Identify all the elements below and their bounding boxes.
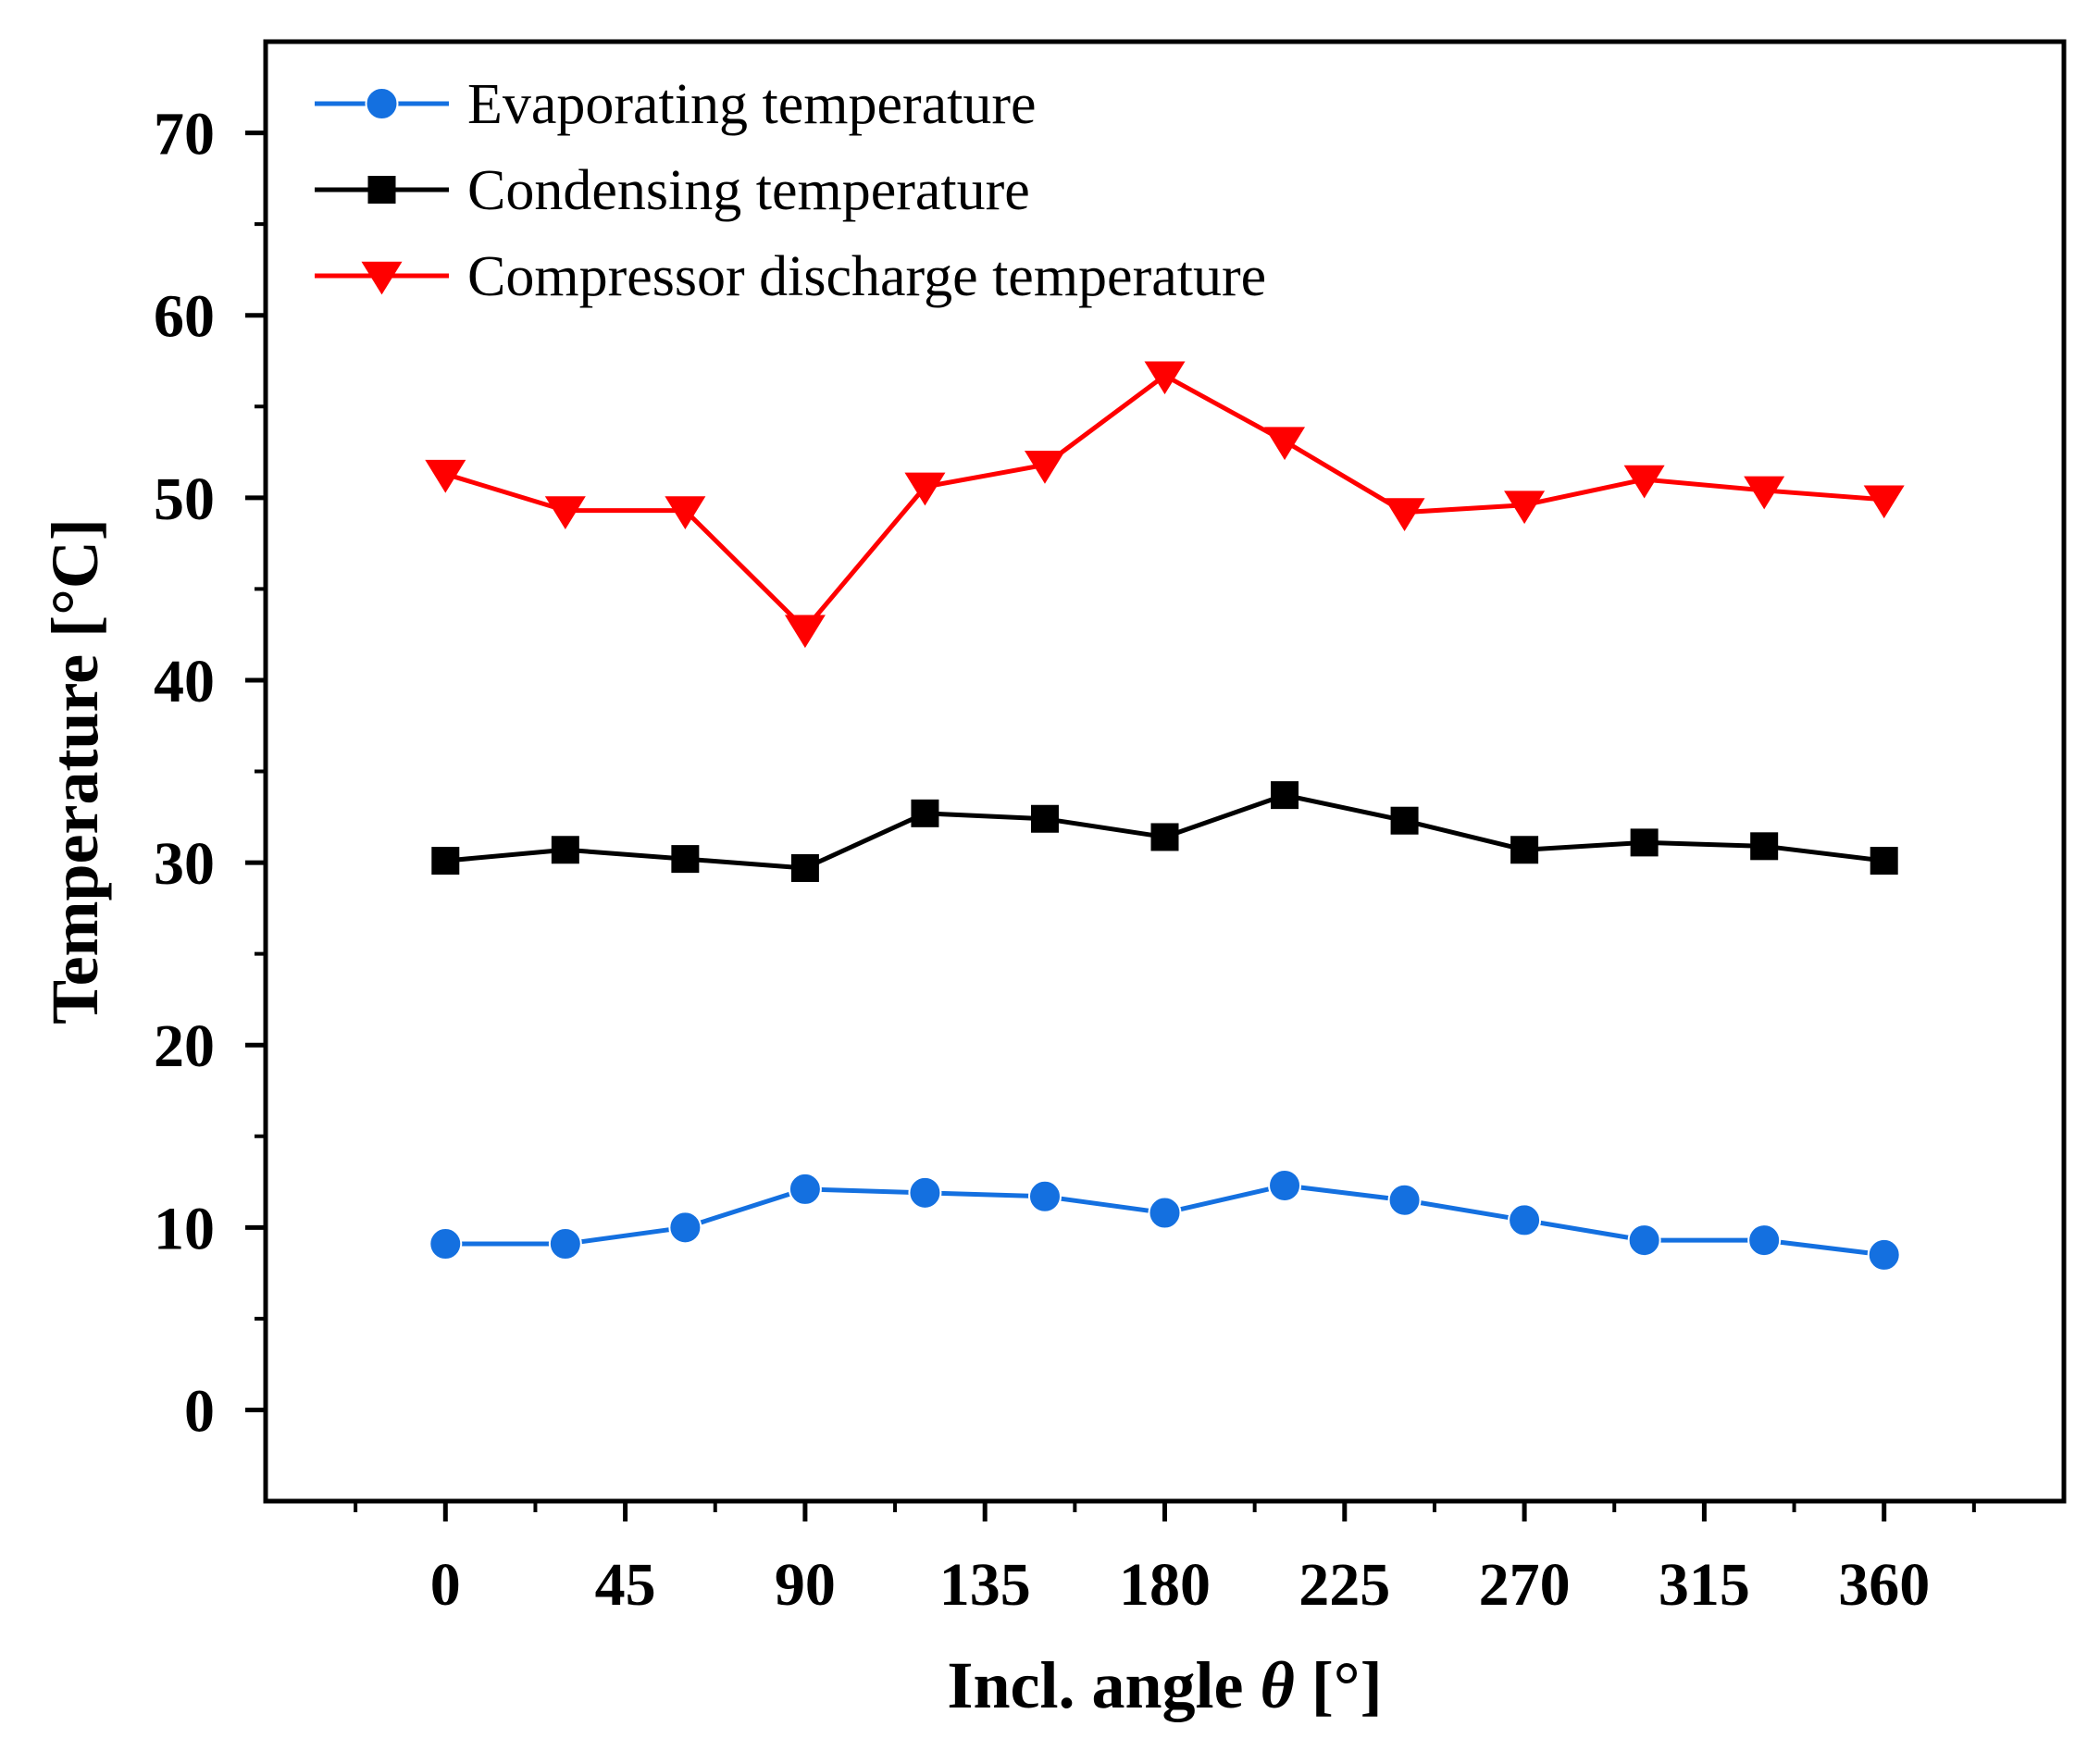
data-point — [908, 1175, 942, 1210]
data-point — [1150, 823, 1179, 851]
y-tick-label: 0 — [184, 1377, 215, 1445]
data-point — [551, 836, 579, 864]
data-point — [1630, 828, 1659, 857]
x-axis-title-symbol: θ — [1260, 1648, 1294, 1722]
data-point — [1264, 427, 1306, 461]
y-tick-label: 40 — [154, 648, 215, 715]
data-point — [1747, 1223, 1782, 1258]
x-tick-label: 315 — [1659, 1551, 1750, 1619]
y-axis-title: Temperature [°C] — [38, 518, 112, 1025]
x-tick-label: 135 — [939, 1551, 1031, 1619]
data-point — [784, 615, 826, 649]
data-point — [904, 472, 946, 506]
legend-label: Condensing temperature — [467, 159, 1030, 222]
data-point — [1627, 1223, 1661, 1258]
x-tick-label: 90 — [775, 1551, 836, 1619]
y-tick-label: 50 — [154, 466, 215, 533]
legend-marker — [367, 176, 396, 204]
data-point — [1623, 465, 1665, 499]
data-point — [1508, 1203, 1542, 1237]
x-tick-label: 225 — [1299, 1551, 1390, 1619]
data-point — [544, 496, 586, 530]
data-point — [431, 847, 460, 876]
data-point — [1510, 836, 1539, 864]
series-line — [444, 373, 1884, 632]
data-point — [1387, 1183, 1422, 1217]
data-point — [1744, 476, 1785, 510]
x-axis: 0 45 90 135 180 225 270 315 360 — [354, 1501, 1976, 1619]
x-tick-label: 270 — [1479, 1551, 1571, 1619]
data-point — [665, 496, 706, 530]
data-point — [668, 1211, 702, 1245]
legend-marker — [365, 87, 399, 120]
data-point — [1144, 361, 1186, 395]
series-2 — [431, 781, 1898, 882]
data-point — [1027, 1179, 1062, 1213]
series-3 — [425, 361, 1905, 649]
y-axis: 0 10 20 30 40 50 60 70 — [154, 101, 266, 1445]
data-point — [671, 845, 700, 874]
y-tick-label: 60 — [154, 283, 215, 351]
data-point — [429, 1227, 463, 1261]
data-point — [1148, 1196, 1182, 1230]
data-point — [1268, 1168, 1302, 1202]
y-tick-label: 30 — [154, 830, 215, 898]
data-point — [1867, 1237, 1901, 1272]
legend-label: Evaporating temperature — [467, 73, 1037, 136]
data-point — [911, 799, 939, 827]
y-tick-label: 70 — [154, 101, 215, 168]
x-tick-label: 0 — [430, 1551, 461, 1619]
legend: Evaporating temperature Condensing temper… — [315, 73, 1266, 308]
legend-marker — [361, 261, 403, 295]
x-axis-title-suffix: [°] — [1295, 1648, 1383, 1722]
data-point — [1024, 451, 1065, 484]
data-point — [1750, 832, 1779, 861]
data-point — [548, 1227, 582, 1261]
x-axis-title: Incl. angle θ [°] — [947, 1648, 1382, 1722]
data-point — [1384, 498, 1425, 531]
legend-item: Condensing temperature — [315, 159, 1030, 222]
x-axis-title-prefix: Incl. angle — [947, 1648, 1260, 1722]
data-point — [788, 1172, 822, 1206]
data-point — [1271, 781, 1299, 810]
data-point — [1390, 806, 1419, 835]
legend-item: Compressor discharge temperature — [315, 245, 1266, 308]
series-layer — [425, 361, 1905, 1272]
x-tick-label: 180 — [1119, 1551, 1211, 1619]
y-tick-label: 10 — [154, 1195, 215, 1262]
data-point — [1870, 847, 1898, 876]
legend-label: Compressor discharge temperature — [467, 245, 1266, 308]
data-point — [1030, 804, 1059, 833]
data-point — [790, 853, 819, 882]
series-1 — [429, 1168, 1901, 1272]
data-point — [1863, 485, 1905, 519]
data-point — [425, 459, 466, 493]
x-tick-label: 360 — [1838, 1551, 1930, 1619]
x-tick-label: 45 — [595, 1551, 656, 1619]
y-tick-label: 20 — [154, 1012, 215, 1080]
data-point — [1504, 491, 1546, 525]
legend-item: Evaporating temperature — [315, 73, 1037, 136]
